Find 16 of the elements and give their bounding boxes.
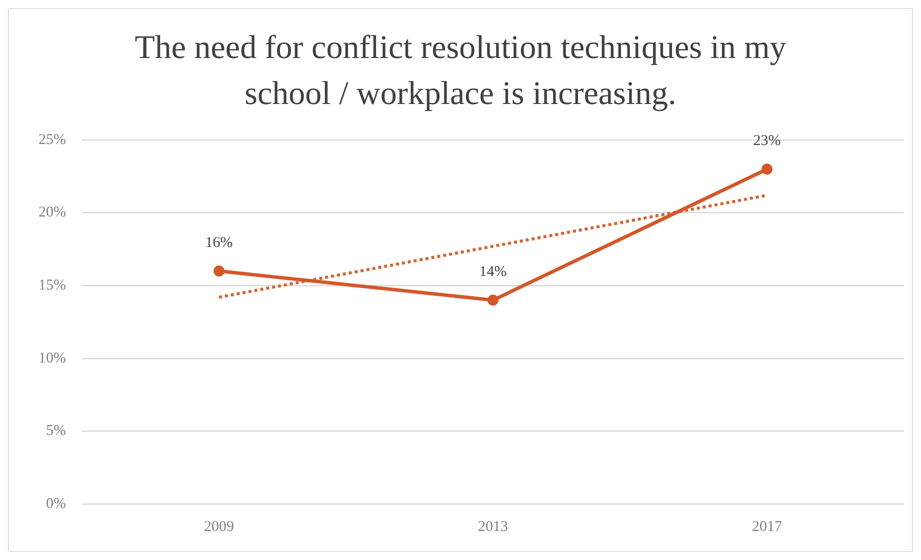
- chart-title: The need for conflict resolution techniques in my school / workplace is increasing.: [134, 29, 788, 114]
- data-label: 23%: [753, 133, 781, 150]
- x-tick-label: 2013: [478, 518, 508, 535]
- data-label: 16%: [205, 234, 233, 251]
- y-tick-label: 20%: [38, 204, 66, 221]
- y-tick-label: 0%: [46, 496, 66, 512]
- x-tick-label: 2009: [204, 518, 234, 535]
- x-tick-label: 2017: [752, 518, 782, 535]
- point: [762, 164, 772, 175]
- data-label: 14%: [479, 264, 507, 280]
- point: [214, 266, 224, 277]
- y-tick-label: 25%: [38, 132, 66, 148]
- point: [488, 294, 498, 306]
- y-tick-label: 10%: [38, 350, 66, 366]
- y-tick-label: 15%: [38, 278, 66, 294]
- y-tick-label: 5%: [46, 423, 66, 440]
